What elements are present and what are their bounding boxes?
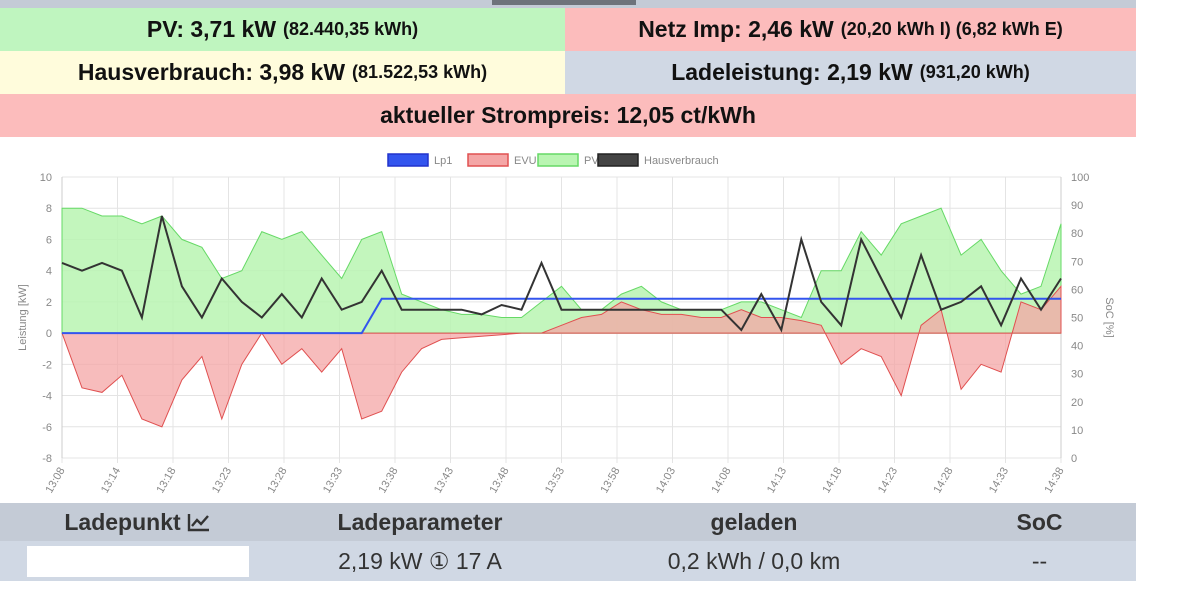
y2-tick-label: 30 [1071, 369, 1083, 381]
y-tick-label: 8 [46, 203, 52, 215]
y-tick-label: 4 [46, 266, 52, 278]
charged-amount: 0,2 kWh / 0,0 km [667, 547, 841, 574]
y2-tick-label: 10 [1071, 425, 1083, 437]
y-tick-label: -8 [42, 453, 52, 465]
legend-label-evu: EVU [514, 155, 537, 167]
x-tick-label: 13:33 [321, 466, 345, 496]
house-power: Hausverbrauch: 3,98 kW [77, 59, 346, 85]
y2-tick-label: 90 [1071, 200, 1083, 212]
col-ladepunkt-label: Ladepunkt [64, 508, 181, 535]
y2-tick-label: 70 [1071, 256, 1083, 268]
x-tick-label: 14:18 [820, 466, 844, 496]
top-bar [0, 0, 1136, 8]
y2-tick-label: 0 [1071, 453, 1077, 465]
x-tick-label: 13:58 [598, 466, 622, 496]
charge-params: 2,19 kW ① 17 A [338, 547, 502, 574]
grid-tile: Netz Imp: 2,46 kW (20,20 kWh I) (6,82 kW… [565, 8, 1136, 51]
legend-swatch-evu[interactable] [467, 153, 509, 167]
x-tick-label: 13:08 [43, 466, 67, 496]
col-ladepunkt: Ladepunkt [0, 503, 275, 541]
charge-power: Ladeleistung: 2,19 kW [671, 59, 913, 85]
pv-energy: (82.440,35 kWh) [283, 19, 419, 39]
y2-axis-title: SoC [%] [1103, 297, 1115, 337]
col-ladeparameter: Ladeparameter [337, 508, 503, 535]
y2-tick-label: 20 [1071, 397, 1083, 409]
x-tick-label: 13:14 [99, 466, 123, 496]
x-tick-label: 14:38 [1042, 466, 1066, 496]
lp1-line [62, 297, 1061, 335]
y-tick-label: 0 [46, 328, 52, 340]
x-tick-label: 13:48 [487, 466, 511, 496]
x-tick-label: 14:03 [654, 466, 678, 496]
y-tick-label: -6 [42, 422, 52, 434]
legend-swatch-lp1[interactable] [387, 153, 429, 167]
price-value: aktueller Strompreis: 12,05 ct/kWh [380, 102, 756, 128]
table-header: Ladepunkt Ladeparameter geladen SoC [0, 503, 1136, 541]
legend-swatch-hausverbrauch[interactable] [597, 153, 639, 167]
y-tick-label: 6 [46, 234, 52, 246]
evu-area [61, 284, 1062, 428]
y-tick-label: -4 [42, 391, 52, 403]
y-tick-label: 10 [40, 172, 52, 184]
chart-line-icon[interactable] [187, 512, 211, 532]
y2-tick-label: 80 [1071, 228, 1083, 240]
x-tick-label: 13:23 [210, 466, 234, 496]
soc-value: -- [1031, 547, 1048, 574]
x-tick-label: 14:08 [709, 466, 733, 496]
x-tick-label: 13:53 [543, 466, 567, 496]
house-energy: (81.522,53 kWh) [352, 62, 488, 82]
price-tile: aktueller Strompreis: 12,05 ct/kWh [0, 94, 1136, 137]
charge-energy: (931,20 kWh) [919, 62, 1030, 82]
power-chart[interactable]: 1086420-2-4-6-8100908070605040302010013:… [0, 137, 1136, 501]
x-tick-label: 13:18 [154, 466, 178, 496]
chargepoint-cell [0, 541, 275, 581]
y2-tick-label: 50 [1071, 313, 1083, 325]
charge-tile: Ladeleistung: 2,19 kW (931,20 kWh) [565, 51, 1136, 94]
y2-tick-label: 100 [1071, 172, 1089, 184]
table-row: 2,19 kW ① 17 A 0,2 kWh / 0,0 km -- [0, 541, 1136, 581]
x-tick-label: 14:23 [876, 466, 900, 496]
y-axis-title: Leistung [kW] [17, 284, 29, 351]
x-tick-label: 13:28 [265, 466, 289, 496]
pv-power: PV: 3,71 kW [146, 16, 277, 42]
grid-energy: (20,20 kWh I) (6,82 kWh E) [840, 19, 1063, 39]
x-tick-label: 13:38 [376, 466, 400, 496]
x-tick-label: 14:28 [931, 466, 955, 496]
legend-label-pv: PV [584, 155, 599, 167]
col-geladen: geladen [710, 508, 798, 535]
legend-label-hausverbrauch: Hausverbrauch [644, 155, 719, 167]
grid-power: Netz Imp: 2,46 kW [638, 16, 834, 42]
y2-tick-label: 40 [1071, 341, 1083, 353]
x-tick-label: 14:13 [765, 466, 789, 496]
chargepoint-name[interactable] [26, 545, 249, 577]
top-bar-handle[interactable] [492, 0, 636, 5]
y-tick-label: -2 [42, 359, 52, 371]
pv-tile: PV: 3,71 kW (82.440,35 kWh) [0, 8, 565, 51]
y-tick-label: 2 [46, 297, 52, 309]
x-tick-label: 14:33 [987, 466, 1011, 496]
y2-tick-label: 60 [1071, 284, 1083, 296]
legend-label-lp1: Lp1 [434, 155, 452, 167]
legend-swatch-pv[interactable] [537, 153, 579, 167]
col-soc: SoC [1016, 508, 1063, 535]
house-tile: Hausverbrauch: 3,98 kW (81.522,53 kWh) [0, 51, 565, 94]
x-tick-label: 13:43 [432, 466, 456, 496]
hausverbrauch-line [61, 215, 1062, 333]
